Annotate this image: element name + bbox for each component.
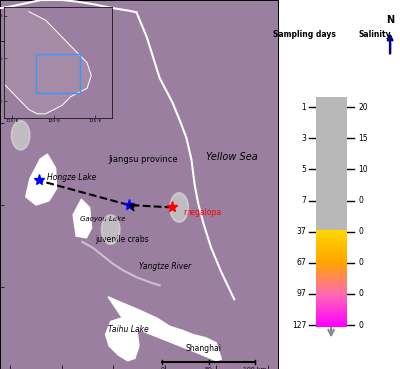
Text: Shanghai: Shanghai (185, 344, 221, 353)
Text: 67: 67 (296, 258, 306, 267)
Text: 127: 127 (292, 321, 306, 330)
Text: 15: 15 (358, 134, 368, 143)
Text: 0: 0 (358, 289, 363, 299)
Text: 5: 5 (302, 165, 306, 174)
Polygon shape (73, 199, 92, 238)
Text: Yangtze River: Yangtze River (139, 262, 191, 271)
Text: 97: 97 (296, 289, 306, 299)
Text: Gaoyou Lake: Gaoyou Lake (80, 216, 125, 223)
Text: 0: 0 (160, 367, 164, 369)
Text: 1: 1 (302, 103, 306, 112)
Text: Jiangsu province: Jiangsu province (108, 155, 178, 164)
Text: 50: 50 (205, 367, 212, 369)
Text: 37: 37 (296, 227, 306, 236)
Text: 0: 0 (358, 321, 363, 330)
Circle shape (170, 193, 188, 222)
Text: Taihu Lake: Taihu Lake (108, 325, 149, 334)
Text: Sampling days: Sampling days (272, 30, 335, 39)
Text: 10: 10 (358, 165, 368, 174)
Circle shape (102, 215, 120, 244)
Polygon shape (106, 318, 139, 361)
Text: 20: 20 (358, 103, 368, 112)
Polygon shape (26, 154, 57, 205)
Polygon shape (4, 7, 91, 114)
Text: megalopa: megalopa (183, 208, 221, 217)
Text: 0: 0 (358, 227, 363, 236)
Text: 0: 0 (358, 196, 363, 205)
Text: Hongze Lake: Hongze Lake (47, 173, 97, 182)
Text: Salinity: Salinity (358, 30, 391, 39)
Text: juvenile crabs: juvenile crabs (95, 235, 149, 244)
Text: 3: 3 (302, 134, 306, 143)
Text: N: N (386, 15, 394, 25)
Polygon shape (108, 297, 221, 361)
Bar (36, 54, 80, 93)
Text: Yellow Sea: Yellow Sea (206, 152, 258, 162)
Circle shape (11, 121, 30, 150)
Text: 100 km: 100 km (243, 367, 266, 369)
Text: 0: 0 (358, 258, 363, 267)
Text: juvenile crabs: juvenile crabs (10, 100, 64, 108)
Text: 7: 7 (302, 196, 306, 205)
